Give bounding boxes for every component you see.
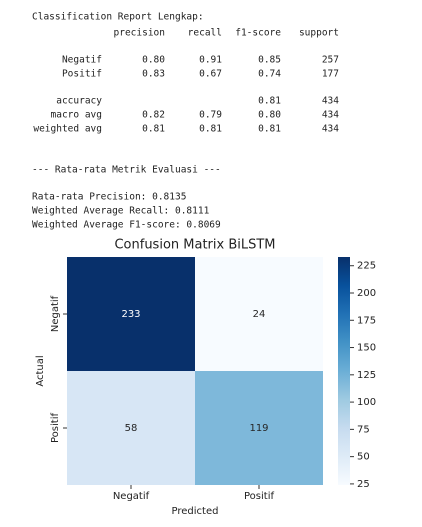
cell-label: 233: [121, 309, 140, 320]
x-tick-label: Positif: [244, 491, 274, 502]
cell-label: 119: [249, 423, 268, 434]
report-cell: 0.79: [199, 110, 222, 121]
column-header: support: [299, 28, 339, 39]
y-tick-label: Positif: [50, 413, 61, 443]
report-cell: 0.83: [142, 69, 165, 80]
colorbar-tick-label: 175: [357, 315, 376, 326]
colorbar-tick-label: 100: [357, 397, 376, 408]
report-cell: 0.80: [258, 110, 281, 121]
report-title: Classification Report Lengkap:: [32, 12, 204, 23]
heatmap-cell: [67, 257, 195, 371]
report-cell: 0.81: [258, 124, 281, 135]
chart-title: Confusion Matrix BiLSTM: [114, 238, 275, 253]
colorbar-tick-label: 75: [357, 424, 370, 435]
report-cell: 0.91: [199, 55, 222, 66]
row-label: weighted avg: [33, 124, 102, 135]
summary-line: Weighted Average F1-score: 0.8069: [32, 220, 221, 231]
report-cell: 0.85: [258, 55, 281, 66]
column-header: recall: [188, 28, 222, 39]
colorbar-tick-label: 125: [357, 370, 376, 381]
summary-heading: --- Rata-rata Metrik Evaluasi ---: [32, 165, 221, 176]
row-label: accuracy: [56, 96, 102, 107]
report-cell: 0.81: [142, 124, 165, 135]
report-cell: 0.81: [199, 124, 222, 135]
report-cell: 434: [322, 96, 339, 107]
column-header: f1-score: [235, 28, 281, 39]
summary-line: Weighted Average Recall: 0.8111: [32, 206, 210, 217]
colorbar: [338, 257, 350, 485]
colorbar-tick-label: 50: [357, 452, 370, 463]
report-cell: 0.81: [258, 96, 281, 107]
colorbar-tick-label: 25: [357, 479, 370, 490]
colorbar-tick-label: 150: [357, 343, 376, 354]
column-header: precision: [114, 28, 165, 39]
x-axis-label: Predicted: [172, 506, 219, 517]
colorbar-tick-label: 200: [357, 288, 376, 299]
row-label: Negatif: [62, 55, 102, 66]
row-label: Positif: [62, 69, 102, 80]
report-cell: 434: [322, 110, 339, 121]
summary-line: Rata-rata Precision: 0.8135: [32, 192, 186, 203]
heatmap-cell: [195, 257, 323, 371]
report-cell: 434: [322, 124, 339, 135]
report-cell: 0.82: [142, 110, 165, 121]
report-cell: 257: [322, 55, 339, 66]
cell-label: 24: [253, 309, 266, 320]
row-label: macro avg: [51, 110, 102, 121]
colorbar-tick-label: 225: [357, 261, 376, 272]
y-axis-label: Actual: [35, 355, 46, 386]
x-tick-label: Negatif: [113, 491, 150, 502]
heatmap-cell: [67, 371, 195, 485]
report-cell: 177: [322, 69, 339, 80]
report-cell: 0.74: [258, 69, 281, 80]
report-cell: 0.67: [199, 69, 222, 80]
cell-label: 58: [125, 423, 138, 434]
heatmap-cell: [195, 371, 323, 485]
report-cell: 0.80: [142, 55, 165, 66]
y-tick-label: Negatif: [50, 295, 61, 332]
